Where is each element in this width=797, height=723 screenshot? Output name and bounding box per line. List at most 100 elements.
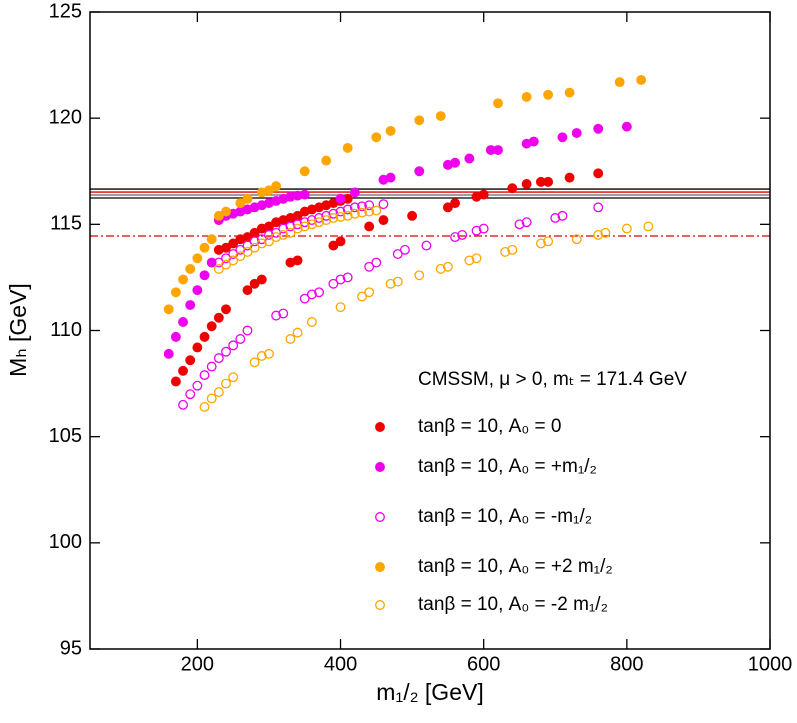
point <box>199 270 210 281</box>
point <box>213 387 224 398</box>
point <box>199 331 210 342</box>
point <box>163 304 174 315</box>
point <box>306 215 317 226</box>
point <box>514 219 525 230</box>
point <box>263 236 274 247</box>
point <box>335 206 346 217</box>
point <box>328 240 339 251</box>
point <box>328 278 339 289</box>
point <box>170 331 181 342</box>
point <box>414 115 425 126</box>
point <box>464 255 475 266</box>
legend-marker <box>375 422 385 432</box>
legend-title: CMSSM, μ > 0, mₜ = 171.4 GeV <box>418 369 687 390</box>
point <box>314 217 325 228</box>
point <box>306 289 317 300</box>
point <box>221 253 231 264</box>
point <box>271 227 282 238</box>
point <box>292 327 303 338</box>
point <box>450 232 461 243</box>
point <box>228 372 239 383</box>
point <box>213 263 224 274</box>
point <box>235 244 246 255</box>
point <box>364 206 375 217</box>
point <box>407 210 418 221</box>
point <box>242 240 253 251</box>
point <box>636 74 647 85</box>
point <box>450 198 461 209</box>
point <box>349 187 360 198</box>
point <box>221 206 231 217</box>
x-axis-label: m₁/₂ [GeV] <box>376 679 483 705</box>
legend-marker <box>375 512 385 522</box>
point <box>228 238 239 249</box>
x-tick-label: 200 <box>181 653 214 675</box>
point <box>285 227 296 238</box>
point <box>256 234 267 245</box>
point <box>178 274 189 285</box>
point <box>357 207 367 218</box>
x-tick-label: 800 <box>610 653 643 675</box>
legend-label: tanβ = 10, A₀ = +2 m₁/₂ <box>418 556 613 577</box>
point <box>192 380 203 391</box>
point <box>371 257 382 268</box>
point <box>299 217 310 228</box>
point <box>493 98 503 109</box>
point <box>185 263 196 274</box>
point <box>457 229 468 240</box>
point <box>314 213 325 223</box>
legend-label: tanβ = 10, A₀ = 0 <box>418 416 561 437</box>
point <box>178 399 189 410</box>
point <box>335 302 346 313</box>
point <box>271 181 282 192</box>
point <box>192 342 203 353</box>
point <box>593 123 604 134</box>
point <box>543 89 554 100</box>
point <box>435 111 446 121</box>
point <box>185 355 196 366</box>
y-tick-label: 120 <box>49 106 82 128</box>
y-tick-label: 100 <box>49 531 82 553</box>
legend-marker <box>375 600 385 610</box>
point <box>550 213 561 223</box>
point <box>299 293 310 304</box>
point <box>571 128 582 138</box>
point <box>349 208 360 219</box>
point <box>442 261 453 272</box>
point <box>557 210 568 221</box>
point <box>285 221 296 232</box>
point <box>621 121 632 132</box>
point <box>256 238 267 249</box>
point <box>507 244 518 255</box>
point <box>378 199 389 210</box>
y-tick-label: 125 <box>49 0 82 22</box>
point <box>364 221 375 232</box>
point <box>235 198 246 209</box>
point <box>500 246 511 257</box>
point <box>206 257 217 268</box>
point <box>399 244 410 255</box>
point <box>178 317 189 327</box>
point <box>221 346 231 357</box>
point <box>170 376 181 387</box>
y-tick-label: 110 <box>50 319 82 341</box>
point <box>392 276 403 287</box>
point <box>442 202 453 213</box>
point <box>335 193 346 204</box>
legend-marker <box>375 462 385 472</box>
point <box>249 278 260 289</box>
point <box>450 157 461 168</box>
point <box>242 285 253 296</box>
y-tick-label: 115 <box>50 213 82 235</box>
point <box>543 176 554 187</box>
point <box>206 361 217 372</box>
point <box>535 238 546 249</box>
point <box>228 255 239 266</box>
point <box>364 261 375 272</box>
point <box>213 353 224 364</box>
point <box>471 225 482 236</box>
point <box>271 232 282 243</box>
point <box>263 185 274 196</box>
point <box>213 257 224 268</box>
point <box>185 389 196 400</box>
